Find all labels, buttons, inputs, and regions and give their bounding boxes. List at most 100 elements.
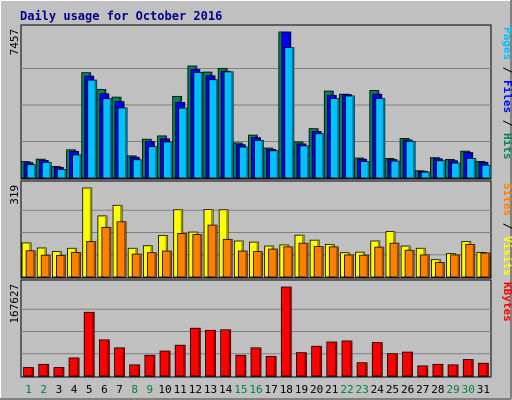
bar-shade xyxy=(124,221,127,277)
bar-shade xyxy=(108,227,111,277)
bar-shade xyxy=(243,355,246,376)
day-label: 13 xyxy=(204,383,217,396)
day-label: 1 xyxy=(25,383,32,396)
bar-shade xyxy=(64,169,67,178)
bar-shade xyxy=(213,330,216,376)
bar-shade xyxy=(155,146,158,178)
bar-shade xyxy=(230,239,233,277)
day-label: 15 xyxy=(234,383,247,396)
bar-shade xyxy=(94,80,97,178)
bar-shade xyxy=(382,98,385,178)
y-max-label: 167627 xyxy=(8,284,21,324)
day-label: 3 xyxy=(56,383,63,396)
bar-shade xyxy=(486,363,489,376)
bar-shade xyxy=(304,352,307,376)
bar-shade xyxy=(471,359,474,376)
day-label: 26 xyxy=(401,383,414,396)
bar-shade xyxy=(397,161,400,178)
bar-shade xyxy=(472,244,475,277)
bar-shade xyxy=(183,345,186,376)
bar-shade xyxy=(458,163,461,178)
day-label: 31 xyxy=(477,383,490,396)
bar-shade xyxy=(46,364,49,376)
bar-shade xyxy=(89,188,92,277)
bar-shade xyxy=(107,339,110,376)
bar-shade xyxy=(215,225,218,277)
legend-entry: Files xyxy=(501,80,512,113)
day-label: 25 xyxy=(386,383,399,396)
day-label: 5 xyxy=(86,383,93,396)
bar-shade xyxy=(457,254,460,277)
day-label: 17 xyxy=(265,383,278,396)
bar-shade xyxy=(410,352,413,376)
bar-shade xyxy=(487,253,490,277)
legend-entry: Pages xyxy=(501,27,512,60)
legend-entry: Hits xyxy=(501,133,512,160)
bar-shade xyxy=(366,255,369,277)
day-label: 7 xyxy=(116,383,123,396)
bar-shade xyxy=(334,342,337,376)
day-label: 10 xyxy=(158,383,171,396)
bar-shade xyxy=(395,353,398,376)
bar-shade xyxy=(33,250,36,277)
bar-shade xyxy=(261,140,264,178)
day-axis: 1 2 3 4 5 6 7 8 9 10 11 12 13 14 15 16 17 18 19 20 21 22 23 24 2… xyxy=(25,383,490,396)
bar-shade xyxy=(228,329,231,376)
bar-shade xyxy=(306,145,309,178)
legend-label: KBytes xyxy=(501,282,512,322)
bar-shade xyxy=(122,347,125,376)
bar-shade xyxy=(77,357,80,376)
bar-shade xyxy=(290,246,293,277)
bar-shade xyxy=(427,254,430,277)
bar-shade xyxy=(289,287,292,376)
legend-entry: KBytes xyxy=(501,282,512,322)
day-label: 6 xyxy=(101,383,108,396)
legend-entry: / xyxy=(501,60,512,80)
day-label: 21 xyxy=(325,383,338,396)
bar-shade xyxy=(140,159,143,178)
panel-kbytes: 167627 KBytes xyxy=(8,279,512,378)
legend-label: Pages / Files / Hits xyxy=(501,27,512,160)
day-label: 29 xyxy=(446,383,459,396)
bar-shade xyxy=(319,346,322,376)
bar-shade xyxy=(274,356,277,376)
legend-entry: / xyxy=(501,113,512,133)
bar-shade xyxy=(79,154,82,178)
bar-shade xyxy=(168,351,171,376)
bar-shade xyxy=(216,79,219,178)
bar-shade xyxy=(231,71,234,178)
bar-shade xyxy=(139,254,142,277)
bar-shade xyxy=(336,246,339,277)
bar-shade xyxy=(412,250,415,277)
bar-shade xyxy=(34,164,37,178)
bar-shade xyxy=(275,249,278,277)
bar-shade xyxy=(185,108,188,178)
legend-label: Sites / Visits xyxy=(501,183,512,276)
y-max-label: 319 xyxy=(8,185,21,205)
bar-shade xyxy=(488,165,491,178)
bar-shade xyxy=(78,252,81,277)
day-label: 19 xyxy=(295,383,308,396)
bar-shade xyxy=(440,364,443,376)
chart-panels: 7457 Pages / Files / Hits 319 Sites / Visit… xyxy=(8,24,512,378)
bar-shade xyxy=(152,355,155,376)
bar-shade xyxy=(49,162,52,178)
day-label: 11 xyxy=(174,383,187,396)
bar-shade xyxy=(63,255,66,277)
bar-shade xyxy=(92,312,95,376)
bar-shade xyxy=(321,246,324,277)
y-max-label: 7457 xyxy=(8,29,21,56)
day-label: 30 xyxy=(462,383,475,396)
bar-shade xyxy=(428,172,431,178)
day-label: 24 xyxy=(371,383,385,396)
bar-shade xyxy=(442,262,445,277)
bar-shade xyxy=(170,141,173,178)
bar-shade xyxy=(396,243,399,277)
bar-shade xyxy=(291,47,294,178)
bar-shade xyxy=(322,133,325,178)
legend-entry: / xyxy=(501,216,512,236)
day-label: 27 xyxy=(416,383,429,396)
bar-shade xyxy=(276,150,279,178)
legend-entry: Visits xyxy=(501,236,512,276)
